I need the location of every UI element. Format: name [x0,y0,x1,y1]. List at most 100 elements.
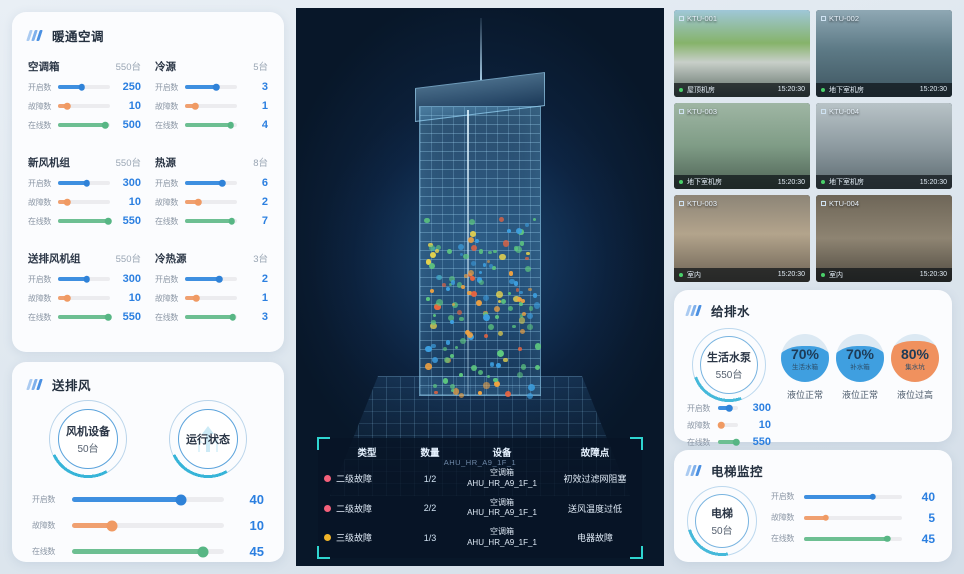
metric-knob[interactable] [83,275,90,283]
metric-knob[interactable] [216,275,223,283]
metric-track[interactable] [58,179,110,187]
water-tank[interactable]: 70% 生活水箱 液位正常 [781,334,829,401]
equipment-dot [513,281,518,286]
equipment-dot [429,245,435,251]
metric-knob[interactable] [194,198,202,206]
metric-knob[interactable] [64,102,71,110]
metric-track[interactable] [58,313,112,321]
water-tank-row: 70% 生活水箱 液位正常 70% 补水箱 液位正常 80% 集水坑 液位过高 [781,328,939,453]
metric-track[interactable] [718,438,740,446]
metric-track[interactable] [58,121,110,129]
metric-track[interactable] [185,313,237,321]
fan-status-label: 运行状态 [169,400,247,478]
metric-fill [185,104,196,108]
metric-knob[interactable] [193,294,200,302]
metric-track[interactable] [718,404,738,412]
camera-feed[interactable]: KTU-003 地下室机房 15:20:30 [674,102,810,190]
metric-track[interactable] [185,179,237,187]
camera-feed[interactable]: KTU-002 地下室机房 15:20:30 [816,10,952,97]
metric-knob[interactable] [64,198,71,206]
equipment-dot [489,362,495,368]
metric-knob[interactable] [105,313,112,321]
metric-knob[interactable] [869,493,876,500]
water-tank[interactable]: 70% 补水箱 液位正常 [836,334,884,401]
equipment-dot [526,313,533,320]
metric-track[interactable] [58,198,110,206]
equipment-dot [502,240,510,247]
camera-timestamp: 15:20:30 [777,86,805,94]
metric-knob[interactable] [78,83,86,91]
metric-track[interactable] [185,294,237,302]
metric-knob[interactable] [212,83,220,91]
metric-knob[interactable] [229,313,237,321]
metric-knob[interactable] [105,217,112,225]
metric-knob[interactable] [102,121,109,129]
metric-track[interactable] [185,102,237,110]
metric-knob[interactable] [83,179,90,187]
metric-knob[interactable] [219,179,226,187]
metric-fill [58,181,87,185]
equipment-dot [470,260,477,267]
camera-feed[interactable]: KTU-001 屋顶机房 15:20:30 [674,10,810,97]
metric-knob[interactable] [732,438,740,446]
metric-fill [185,219,232,223]
equipment-dot [516,372,523,379]
fan-status-dial: 运行状态 [167,398,249,480]
equipment-dot [505,390,512,397]
metric-track[interactable] [72,546,224,557]
alarm-row[interactable]: 二级故障 2/2 空调箱 AHU_HR_A9_1F_1 送风温度过低 [318,494,642,524]
camera-location: 地下室机房 [829,179,864,187]
metric-track[interactable] [58,102,110,110]
equipment-dot [475,239,480,244]
equipment-dot [452,388,459,395]
metric-knob[interactable] [175,494,187,505]
metric-row: 故障数 1 [155,292,268,304]
metric-track[interactable] [804,535,902,542]
metric-knob[interactable] [884,535,891,542]
metric-track[interactable] [58,294,110,302]
camera-feed[interactable]: KTU-004 室内 15:20:30 [816,195,952,282]
metric-track[interactable] [185,198,237,206]
metric-knob[interactable] [64,294,71,302]
metric-fill [804,536,888,541]
hvac-unit-total: 8台 [253,158,268,169]
metric-knob[interactable] [228,217,236,225]
alarm-type: 二级故障 [324,472,410,485]
metric-track[interactable] [58,217,112,225]
metric-track[interactable] [185,83,237,91]
metric-track[interactable] [58,83,110,91]
metric-knob[interactable] [227,121,234,129]
camera-feed[interactable]: KTU-004 地下室机房 15:20:30 [816,102,952,190]
metric-knob[interactable] [822,514,829,521]
metric-track[interactable] [185,121,237,129]
metric-track[interactable] [58,275,110,283]
equipment-dot [478,279,485,286]
metric-track[interactable] [72,520,224,531]
equipment-dot [489,264,494,269]
metric-value: 550 [122,215,141,227]
alarm-row[interactable]: 二级故障 1/2 空调箱 AHU_HR_A9_1F_1 初效过滤网阻塞 [318,464,642,494]
metric-track[interactable] [72,494,224,505]
metric-track[interactable] [185,275,237,283]
equipment-dot [468,219,475,225]
metric-knob[interactable] [197,546,209,557]
metric-knob[interactable] [725,404,733,412]
severity-dot-icon [324,534,331,542]
metric-row: 开启数 2 [155,273,268,285]
metric-row: 故障数 5 [771,511,935,525]
metric-track[interactable] [185,217,237,225]
camera-feed[interactable]: KTU-003 室内 15:20:30 [674,195,810,282]
metric-knob[interactable] [106,520,118,531]
equipment-dot [455,345,459,349]
tank-status: 液位正常 [841,390,878,400]
metric-track[interactable] [804,514,902,521]
alarm-row[interactable]: 三级故障 1/3 空调箱 AHU_HR_A9_1F_1 电器故障 [318,523,642,553]
alarm-type-label: 三级故障 [336,533,373,544]
metric-knob[interactable] [717,421,725,429]
metric-value: 10 [249,518,264,533]
building-3d-scene[interactable]: 类型 数量 设备 故障点 AHU_HR_A9_1F_1 二级故障 1/2 空调箱 AHU_H… [296,8,664,566]
metric-knob[interactable] [192,102,199,110]
water-tank[interactable]: 80% 集水坑 液位过高 [891,334,939,401]
metric-track[interactable] [804,493,902,500]
metric-track[interactable] [717,421,738,429]
